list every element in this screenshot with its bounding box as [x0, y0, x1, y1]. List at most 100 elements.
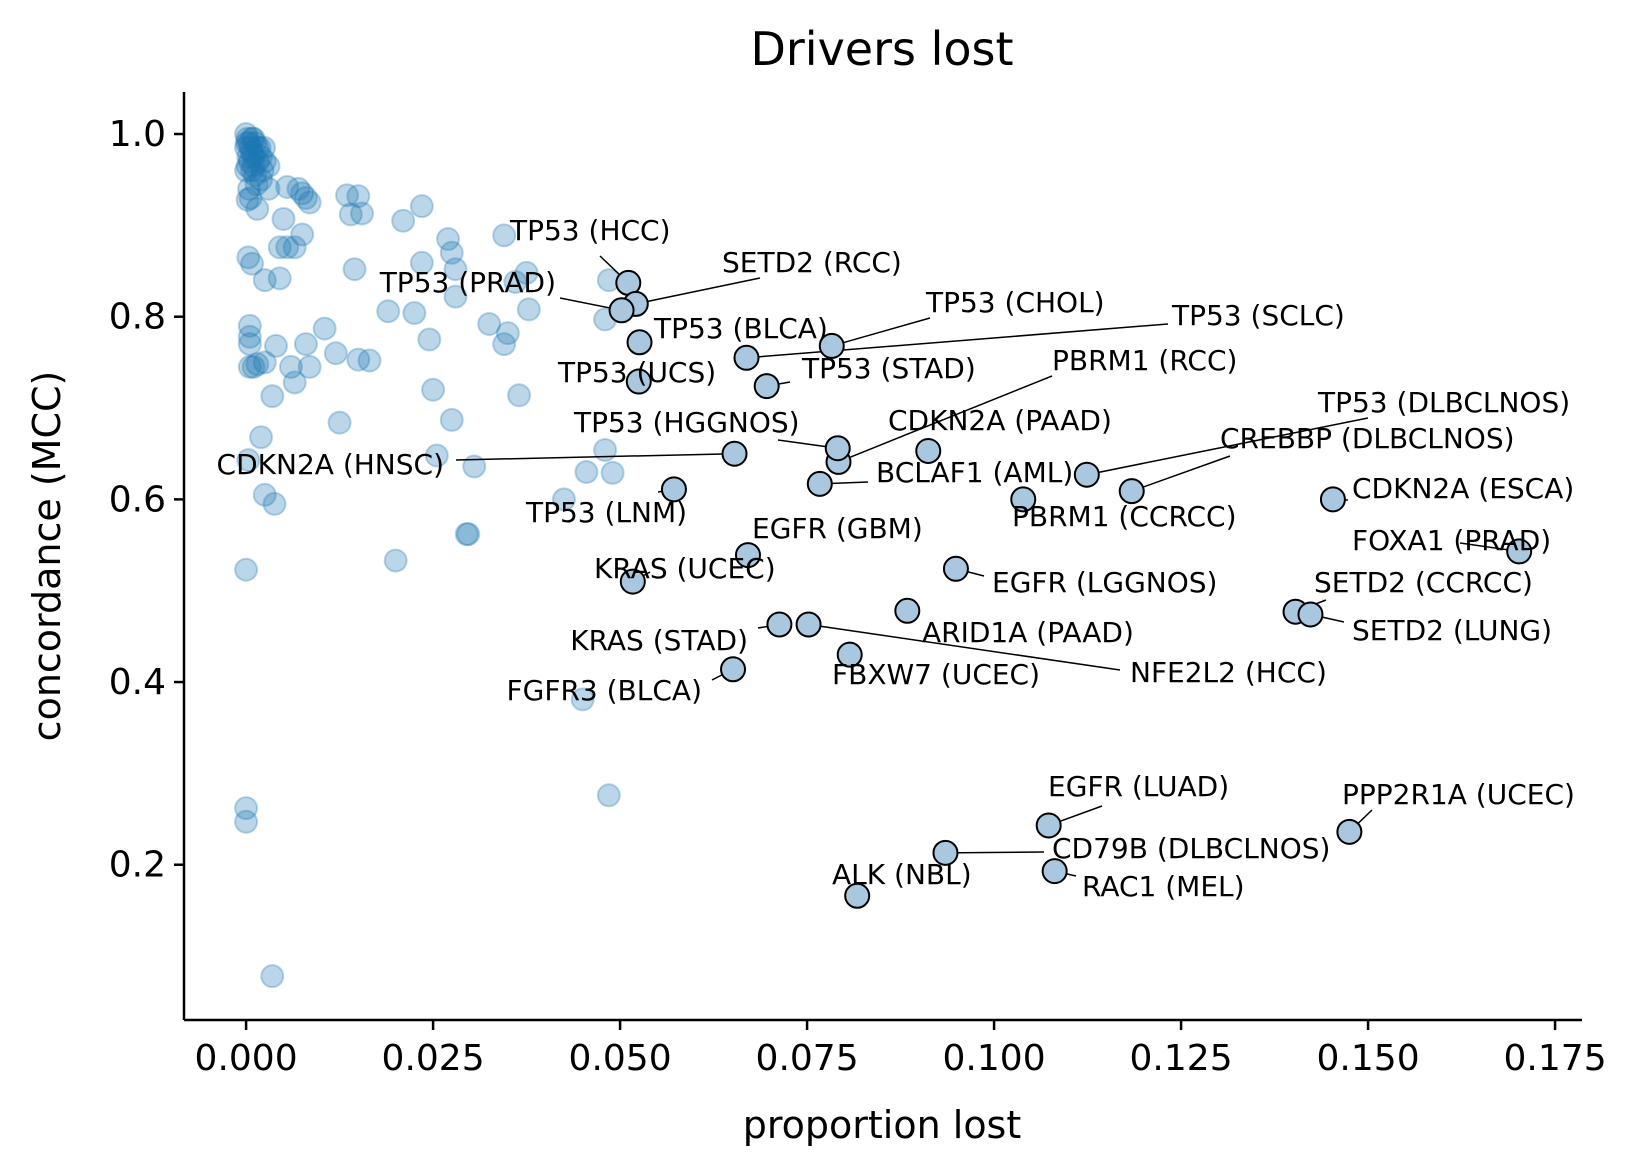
data-point	[245, 352, 270, 377]
x-tick-label: 0.025	[382, 1038, 485, 1079]
highlighted-data-point	[795, 611, 822, 638]
data-point	[421, 377, 446, 402]
data-point	[574, 459, 599, 484]
y-tick-label: 1.0	[109, 114, 166, 155]
annotation-label: KRAS (STAD)	[570, 624, 748, 657]
data-point	[240, 251, 265, 276]
data-point	[245, 135, 270, 160]
annotation-label: SETD2 (RCC)	[722, 246, 902, 279]
highlighted-data-point	[836, 641, 863, 668]
data-point	[492, 332, 517, 357]
highlighted-data-point	[626, 329, 653, 356]
data-point	[516, 297, 541, 322]
highlighted-data-point	[753, 373, 780, 400]
data-point	[275, 235, 300, 260]
data-point	[241, 354, 266, 379]
data-point	[240, 126, 265, 151]
highlighted-points	[608, 269, 1533, 909]
data-point	[252, 350, 277, 375]
annotation-leader-line	[1131, 455, 1231, 492]
x-tick-label: 0.175	[1504, 1038, 1607, 1079]
highlighted-data-point	[720, 656, 747, 683]
highlighted-data-point	[625, 368, 652, 395]
annotation-label: PBRM1 (RCC)	[1052, 344, 1237, 377]
annotation-label: SETD2 (LUNG)	[1352, 614, 1552, 647]
data-point	[436, 227, 461, 252]
x-tick-label: 0.075	[756, 1038, 859, 1079]
data-point	[391, 208, 416, 233]
annotation-label: TP53 (SCLC)	[1171, 299, 1345, 332]
data-point	[439, 407, 464, 432]
annotation-leader-line	[635, 277, 761, 305]
annotation-label: CD79B (DLBCLNOS)	[1052, 832, 1330, 865]
annotation-label: EGFR (GBM)	[752, 512, 923, 545]
data-point	[249, 144, 274, 169]
data-point	[236, 448, 261, 473]
highlighted-data-point	[1035, 812, 1062, 839]
annotation-label: CDKN2A (ESCA)	[1352, 472, 1574, 505]
data-point	[234, 796, 259, 821]
data-point	[250, 158, 275, 183]
data-point	[264, 333, 289, 358]
data-point	[234, 131, 259, 156]
data-point	[234, 557, 259, 582]
y-tick-label: 0.2	[109, 845, 166, 886]
annotation-leader-line	[831, 317, 931, 347]
annotation-label: PBRM1 (CCRCC)	[1012, 500, 1237, 533]
data-point	[240, 140, 265, 165]
data-point	[507, 383, 532, 408]
annotation-label: CDKN2A (HNSC)	[217, 448, 444, 481]
data-point	[267, 235, 292, 260]
data-point	[236, 144, 261, 169]
highlighted-data-point	[806, 470, 833, 497]
data-point	[237, 354, 262, 379]
annotation-leader-line	[945, 851, 1045, 854]
highlighted-data-point	[1041, 858, 1068, 885]
annotation-label: EGFR (LUAD)	[1048, 770, 1229, 803]
data-point	[237, 313, 262, 338]
highlighted-data-point	[894, 597, 921, 624]
x-tick-label: 0.100	[943, 1038, 1046, 1079]
data-point	[234, 809, 259, 834]
annotation-label: TP53 (LNM)	[525, 496, 687, 529]
chart-title: Drivers lost	[750, 22, 1013, 76]
highlighted-data-point	[608, 297, 635, 324]
data-point	[237, 176, 262, 201]
data-point	[238, 135, 263, 160]
annotation-label: ARID1A (PAAD)	[922, 616, 1134, 649]
data-point	[234, 158, 259, 183]
highlighted-data-point	[915, 437, 942, 464]
x-tick-label: 0.125	[1130, 1038, 1233, 1079]
data-point	[249, 167, 274, 192]
data-point	[235, 126, 260, 151]
data-point	[286, 176, 311, 201]
data-point	[439, 240, 464, 265]
data-point	[312, 316, 337, 341]
background-points	[234, 122, 625, 989]
highlighted-data-point	[932, 839, 959, 866]
data-point	[297, 354, 322, 379]
highlighted-data-point	[844, 882, 871, 909]
highlighted-data-point	[1118, 478, 1145, 505]
data-point	[454, 522, 479, 547]
data-point	[237, 332, 262, 357]
data-point	[260, 964, 285, 989]
annotation-label: RAC1 (MEL)	[1082, 870, 1245, 903]
data-point	[327, 410, 352, 435]
data-point	[247, 135, 272, 160]
data-point	[237, 324, 262, 349]
data-point	[495, 321, 520, 346]
data-point	[338, 202, 363, 227]
annotation-label: TP53 (PRAD)	[379, 266, 556, 299]
annotation-label: TP53 (HCC)	[509, 214, 671, 247]
data-point	[252, 268, 277, 293]
data-point	[236, 245, 261, 270]
highlighted-data-point	[1073, 461, 1100, 488]
x-axis-label: proportion lost	[743, 1103, 1022, 1147]
data-point	[234, 135, 259, 160]
data-point	[424, 443, 449, 468]
highlighted-data-point	[1010, 486, 1037, 513]
annotation-label: KRAS (UCEC)	[594, 552, 776, 585]
data-point	[551, 487, 576, 512]
x-tick-label: 0.050	[569, 1038, 672, 1079]
